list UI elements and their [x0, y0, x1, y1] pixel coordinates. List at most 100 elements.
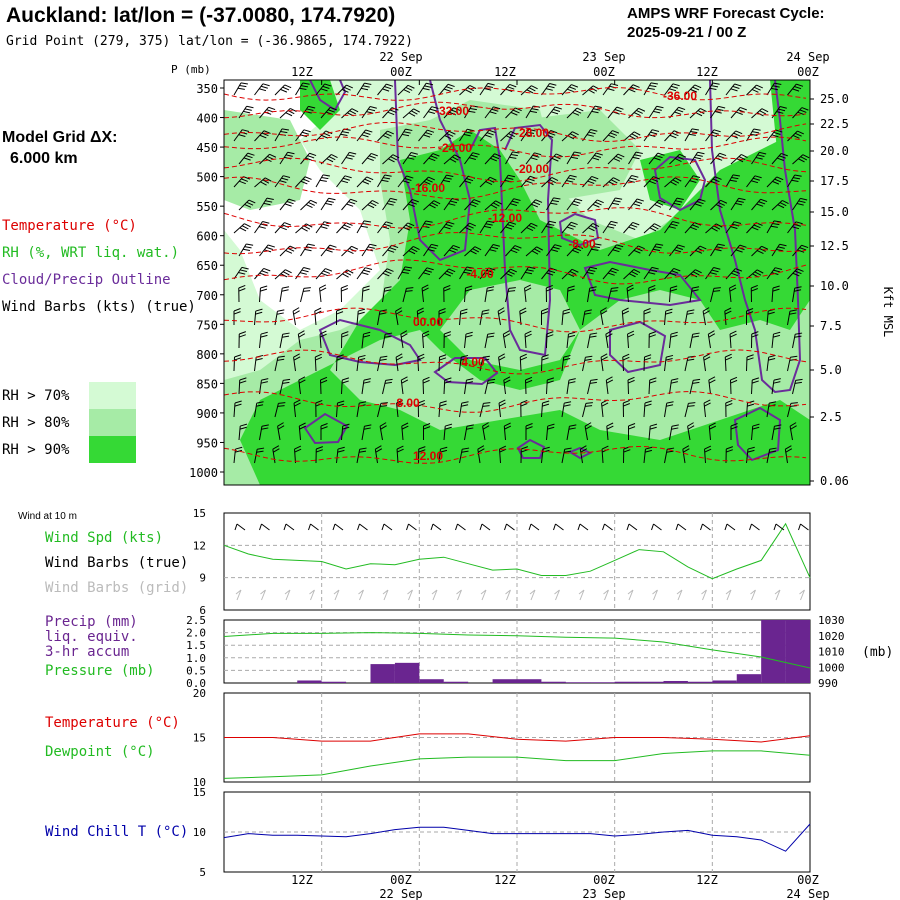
wind-barb	[751, 423, 760, 441]
temp-tick-label: 10	[193, 776, 206, 789]
wind-barb	[233, 400, 242, 418]
surface-wind-barb	[381, 523, 393, 531]
wind-barb	[356, 308, 366, 326]
wind-barb	[730, 423, 738, 440]
wind-barb	[729, 284, 737, 303]
wind-barb	[627, 330, 635, 349]
wind-barb	[277, 422, 285, 441]
wind-barb	[477, 445, 485, 464]
wind-barb	[300, 287, 311, 303]
wind-barb	[648, 152, 665, 165]
wind-barb	[438, 221, 455, 234]
temperature-line	[224, 733, 811, 743]
wind-barb	[669, 153, 687, 165]
wind-barb	[502, 330, 511, 349]
height-tick-label: 10.0	[820, 279, 849, 293]
wind-barb	[479, 176, 497, 188]
wind-barb	[746, 84, 763, 96]
wind-barb	[622, 353, 630, 372]
surface-wind-barb	[332, 523, 344, 531]
wind-barb	[746, 175, 762, 188]
wind-barb	[602, 220, 618, 234]
height-tick-label: 25.0	[820, 92, 849, 106]
wind-barb	[298, 376, 306, 395]
wind-barb	[566, 198, 583, 211]
wind-barb	[561, 401, 572, 418]
wind-barb	[746, 354, 754, 372]
p-axis-label: P (mb)	[171, 63, 211, 76]
wind-barb	[498, 353, 506, 372]
surface-wind-barb	[675, 523, 687, 531]
wind-barb	[484, 286, 495, 303]
wind-barb	[295, 82, 310, 96]
wind-barb	[566, 331, 576, 349]
wind-barb	[505, 107, 522, 119]
wind-barb	[710, 105, 726, 119]
wind-barb	[664, 83, 680, 96]
wind-barb	[561, 354, 571, 372]
wind-barb	[340, 284, 348, 303]
surface-wind-barb	[406, 523, 417, 531]
wind-barb	[607, 153, 625, 165]
wind-barb	[422, 330, 430, 349]
wind-barb	[730, 197, 746, 211]
wind-barb	[293, 353, 301, 372]
wind-barb	[541, 83, 557, 96]
wind-barb	[584, 422, 592, 441]
wind-barb	[423, 423, 431, 440]
temperature-contour	[224, 87, 807, 101]
grid-wind-barb	[701, 589, 707, 601]
wind-barb	[254, 83, 270, 96]
temperature-contour-label: -8.00	[568, 237, 596, 251]
grid-wind-barb	[480, 589, 487, 601]
surface-wind-barb	[798, 523, 809, 531]
wind-barb	[600, 353, 608, 372]
grid-wind-barb	[456, 589, 462, 601]
wind-barb	[484, 244, 500, 257]
wind-10m-label: Wind at 10 m	[18, 511, 77, 522]
wind-barb	[417, 353, 425, 372]
wind-barb	[279, 198, 296, 211]
cross-section-axes: 350 400 450 500 550 600 650 700 750 800 850 900 950 1…	[189, 80, 849, 488]
time-series-panels: 1512962.52.01.51.00.50.01030102010101000…	[186, 507, 893, 879]
wind-barb	[566, 378, 576, 395]
wind-barb	[279, 245, 297, 257]
grid-wind-barb	[309, 589, 315, 601]
wind-barb	[336, 175, 352, 188]
wind-barb	[361, 200, 379, 211]
wind-barb	[520, 446, 529, 464]
wind-barb	[300, 199, 318, 211]
wind-barb	[582, 355, 593, 372]
wind-barb	[423, 106, 439, 119]
wind-barb	[320, 376, 328, 395]
precip-bar	[517, 679, 542, 683]
wind-barb	[443, 423, 453, 441]
wind-barb	[400, 376, 409, 395]
legend-rh70: RH > 70%	[2, 388, 70, 404]
pressure-tick-label: 550	[196, 200, 218, 214]
wind-barb	[582, 309, 592, 326]
wind-barb	[689, 378, 701, 395]
temperature-contour-label: -12.00	[488, 211, 522, 225]
wind-barb	[361, 331, 371, 349]
wind-barb	[602, 267, 619, 280]
wind-barb	[648, 105, 664, 119]
wind-barb	[561, 131, 579, 142]
wind-barb	[705, 223, 723, 234]
surface-wind-barb	[700, 523, 711, 531]
temperature-contour	[224, 391, 807, 413]
wind-barb	[341, 198, 358, 211]
legend-precip-3: 3-hr accum	[45, 644, 129, 660]
temperature-contour-label: -4.00	[466, 267, 494, 281]
wind-barb	[623, 269, 641, 280]
wind-barb	[459, 222, 476, 234]
wind-barb	[319, 284, 327, 303]
wind-barb	[689, 332, 700, 349]
precip-bar	[614, 681, 640, 683]
wind-barb	[356, 267, 373, 280]
wind-barb	[648, 331, 657, 349]
wind-barb	[500, 131, 518, 142]
wind-barb	[546, 153, 563, 165]
wind-barb	[238, 152, 255, 165]
wind-barb	[541, 354, 549, 372]
